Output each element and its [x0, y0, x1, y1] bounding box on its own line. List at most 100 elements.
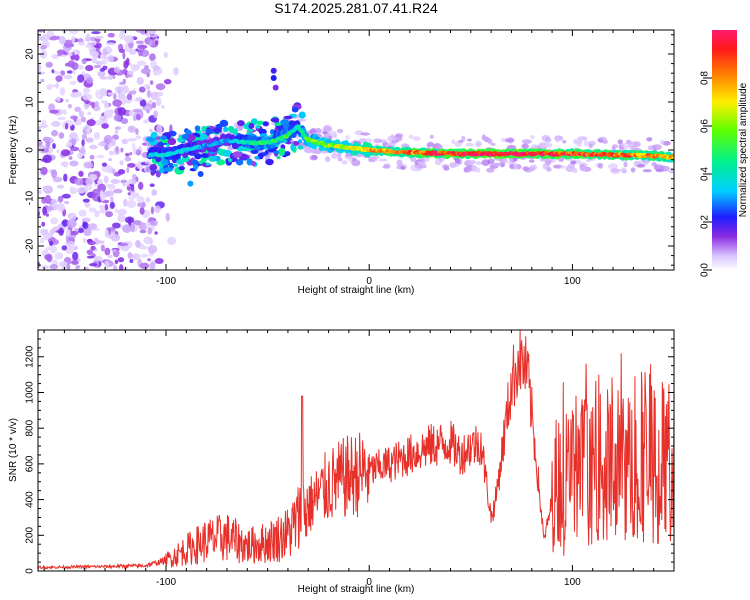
spectrogram-speckle [114, 259, 119, 265]
spectrogram-speckle [157, 128, 161, 132]
spectrogram-speckle [136, 60, 147, 66]
spectrogram-speckle [119, 264, 124, 270]
spectrogram-haze [570, 160, 577, 165]
spectrogram-speckle [126, 93, 133, 101]
spectrogram-speckle [91, 101, 95, 109]
spectrogram-speckle [86, 33, 91, 41]
spectrogram-blob [232, 151, 242, 158]
spectrogram-speckle [131, 192, 140, 198]
spectrogram-haze [583, 140, 588, 147]
spectrogram-speckle [66, 263, 71, 270]
spectrogram-speckle [132, 108, 142, 113]
spectrogram-speckle [85, 65, 94, 72]
spectrogram-speckle [52, 176, 63, 183]
spectrogram-speckle [155, 83, 166, 91]
spectrogram-blob [172, 163, 179, 167]
spectrogram-haze [610, 168, 620, 174]
spectrogram-speckle [82, 93, 93, 101]
spectrogram-speckle [99, 115, 105, 120]
spectrogram-blob [229, 125, 234, 132]
spectrogram-xtick-label: 100 [564, 276, 581, 287]
spectrogram-speckle [91, 57, 98, 64]
spectrogram-speckle [154, 258, 164, 264]
spectrogram-speckle [74, 178, 84, 185]
spectrogram-speckle [55, 75, 63, 82]
spectrogram-speckle [45, 246, 53, 251]
spectrogram-speckle [87, 240, 96, 246]
spectrogram-speckle [52, 143, 56, 149]
spectrogram-speckle [113, 188, 123, 194]
spectrogram-speckle [123, 198, 128, 207]
spectrogram-ridge-core [295, 124, 302, 128]
spectrogram-speckle [99, 68, 106, 72]
spectrogram-haze [492, 163, 503, 167]
spectrogram-speckle [113, 66, 120, 74]
spectrogram-blob [297, 139, 303, 144]
spectrogram-speckle [128, 90, 137, 95]
spectrogram-speckle [98, 96, 103, 100]
spectrogram-speckle [132, 142, 136, 151]
spectrogram-blob [298, 111, 306, 119]
snr-ytick-label: 0 [25, 568, 36, 574]
spectrogram-speckle [122, 85, 129, 94]
spectrogram-haze [390, 137, 397, 142]
spectrogram-haze [652, 144, 662, 151]
spectrogram-haze [475, 167, 481, 173]
spectrogram-blob [250, 149, 259, 154]
spectrogram-blob [193, 164, 199, 170]
spectrogram-speckle [151, 101, 157, 109]
spectrogram-haze [509, 164, 515, 169]
spectrogram-speckle [130, 223, 135, 233]
spectrogram-speckle [82, 221, 89, 230]
spectrogram-speckle [70, 146, 80, 152]
spectrogram-speckle [50, 217, 59, 225]
spectrogram-speckle [107, 32, 115, 38]
spectrogram-speckle [51, 169, 58, 179]
spectrogram-blob [270, 117, 280, 123]
spectrogram-speckle [127, 192, 131, 196]
colorbar-ticks: 0.0 0.2 0.4 0.6 0.8 [700, 71, 712, 277]
spectrogram-speckle [68, 243, 73, 249]
spectrogram-haze [382, 165, 388, 169]
spectrogram-speckle [85, 178, 94, 186]
spectrogram-speckle [135, 97, 143, 102]
spectrogram-speckle [138, 49, 143, 57]
spectrogram-haze [341, 160, 348, 165]
snr-series-line [38, 330, 674, 571]
spectrogram-speckle [50, 199, 59, 204]
spectrogram-haze [555, 136, 560, 144]
spectrogram-speckle [146, 89, 151, 99]
spectrogram-speckle [113, 114, 122, 122]
spectrogram-speckle [100, 59, 108, 65]
spectrogram-haze [437, 144, 444, 149]
spectrogram-blob [219, 119, 229, 127]
spectrogram-speckle [72, 251, 79, 261]
spectrogram-xtick-label: 0 [366, 276, 372, 287]
spectrogram-speckle [74, 91, 83, 97]
spectrogram-speckle [156, 97, 162, 107]
spectrogram-speckle [71, 35, 76, 43]
spectrogram-blob [237, 120, 245, 127]
spectrogram-speckle [71, 260, 79, 265]
spectrogram-haze [144, 160, 152, 165]
spectrogram-speckle [86, 249, 93, 256]
spectrogram-haze [662, 141, 671, 146]
spectrogram-speckle [89, 144, 98, 150]
spectrogram-speckle [63, 200, 70, 205]
spectrogram-speckle [73, 116, 77, 123]
spectrogram-blob [187, 134, 196, 142]
spectrogram-speckle [76, 186, 86, 194]
spectrogram-speckle [140, 68, 151, 75]
spectrogram-speckle [75, 265, 81, 269]
spectrogram-speckle [112, 74, 116, 80]
spectrogram-blob [265, 158, 274, 166]
spectrogram-xlabel: Height of straight line (km) [298, 285, 415, 296]
spectrogram-speckle [125, 179, 133, 184]
spectrogram-haze [418, 161, 427, 169]
spectrogram-speckle [136, 202, 146, 208]
snr-xtick-label: 100 [564, 577, 581, 588]
spectrogram-haze [530, 135, 535, 140]
snr-ytick-label: 1000 [25, 381, 36, 404]
spectrogram-speckle [99, 53, 106, 60]
